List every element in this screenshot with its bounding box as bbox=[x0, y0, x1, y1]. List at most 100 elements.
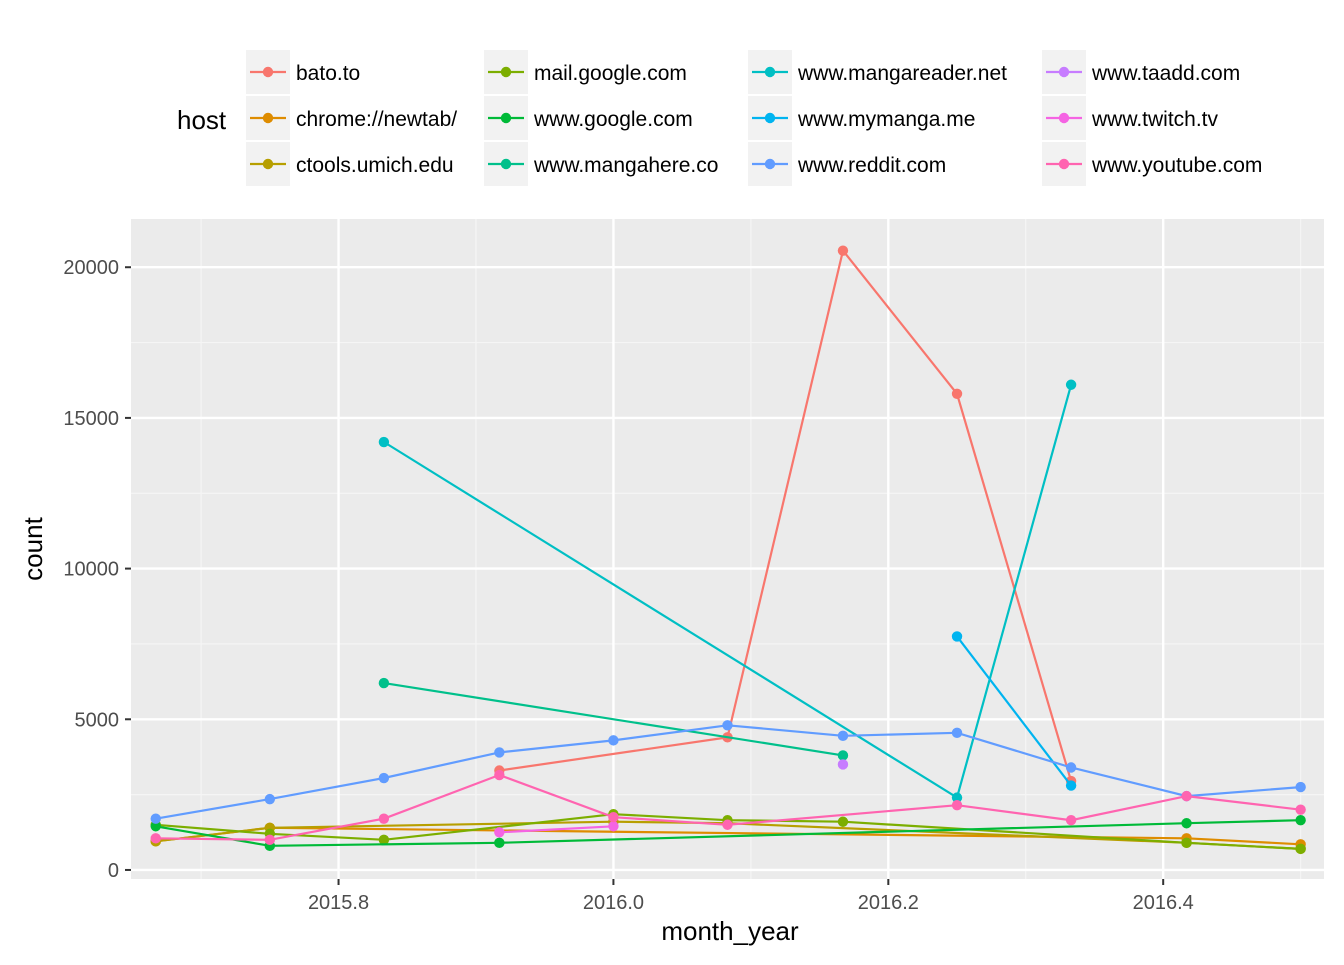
data-point bbox=[1065, 762, 1077, 773]
legend-key-point bbox=[500, 112, 512, 124]
x-tick-label: 2016.2 bbox=[858, 892, 919, 914]
legend-item: www.google.com bbox=[484, 96, 693, 140]
data-point bbox=[150, 833, 161, 844]
series-www-youtube-com bbox=[150, 769, 1306, 846]
data-point bbox=[1065, 815, 1077, 826]
data-point bbox=[494, 747, 505, 758]
legend-label: www.mangahere.co bbox=[533, 154, 718, 177]
data-point bbox=[1295, 781, 1306, 793]
data-point bbox=[722, 720, 733, 731]
plot-panel bbox=[131, 219, 1324, 879]
data-point bbox=[494, 827, 505, 838]
x-tick-label: 2016.0 bbox=[583, 892, 644, 914]
y-tick-label: 5000 bbox=[75, 709, 120, 731]
series-www-twitch-tv bbox=[494, 821, 619, 838]
x-axis-label: month_year bbox=[661, 916, 799, 946]
legend-key-point bbox=[262, 66, 274, 78]
data-point bbox=[378, 677, 390, 689]
data-point bbox=[608, 812, 619, 823]
data-point bbox=[951, 388, 963, 399]
legend-label: ctools.umich.edu bbox=[296, 154, 454, 177]
series-www-mangahere-co bbox=[378, 677, 849, 761]
y-tick-label: 20000 bbox=[63, 257, 119, 279]
series-line bbox=[155, 813, 1301, 850]
legend-key-point bbox=[1058, 66, 1070, 78]
legend-key-point bbox=[1058, 112, 1070, 124]
legend-item: mail.google.com bbox=[484, 50, 687, 94]
series-www-taadd-com bbox=[837, 759, 849, 770]
data-point bbox=[722, 819, 733, 830]
series-line bbox=[499, 825, 614, 834]
legend-item: www.mymanga.me bbox=[748, 96, 975, 140]
data-point bbox=[1065, 379, 1077, 390]
data-point bbox=[1065, 780, 1077, 791]
legend-label: www.mymanga.me bbox=[797, 108, 975, 131]
data-point bbox=[378, 834, 390, 846]
legend: host bato.to chrome://newtab/ctools.umich… bbox=[177, 50, 1262, 186]
y-tick-label: 10000 bbox=[63, 559, 119, 581]
x-tick-label: 2016.4 bbox=[1133, 892, 1194, 914]
data-point bbox=[837, 750, 849, 761]
legend-item: www.taadd.com bbox=[1042, 50, 1240, 94]
data-point bbox=[264, 793, 276, 805]
data-point bbox=[837, 759, 849, 770]
axes: 2015.8 2016.0 2016.2 2016.4 0 5000 10000 15000 2… bbox=[63, 257, 1193, 914]
legend-item: www.twitch.tv bbox=[1042, 96, 1219, 140]
legend-item: bato.to bbox=[246, 50, 360, 94]
legend-key-point bbox=[500, 66, 512, 78]
legend-item: www.reddit.com bbox=[748, 142, 946, 186]
data-point bbox=[150, 821, 161, 832]
legend-label: chrome://newtab/ bbox=[296, 108, 457, 131]
data-point bbox=[1295, 804, 1306, 815]
legend-key-point bbox=[1058, 158, 1070, 170]
data-point bbox=[494, 769, 505, 781]
grid bbox=[131, 219, 1324, 879]
legend-label: www.taadd.com bbox=[1091, 62, 1240, 85]
legend-item: www.mangahere.co bbox=[484, 142, 718, 186]
y-tick-label: 15000 bbox=[63, 408, 119, 430]
legend-key-point bbox=[764, 112, 776, 124]
data-point bbox=[951, 799, 963, 811]
data-point bbox=[378, 813, 390, 824]
y-tick-label: 0 bbox=[108, 860, 119, 882]
legend-label: mail.google.com bbox=[534, 62, 687, 85]
data-point bbox=[608, 821, 619, 832]
data-point bbox=[837, 730, 849, 742]
legend-label: www.twitch.tv bbox=[1091, 108, 1219, 131]
legend-item: www.youtube.com bbox=[1042, 142, 1262, 186]
data-point bbox=[1181, 790, 1192, 802]
legend-key-point bbox=[262, 112, 274, 124]
data-point bbox=[1295, 843, 1306, 855]
data-point bbox=[608, 735, 619, 746]
legend-label: www.mangareader.net bbox=[797, 62, 1007, 85]
legend-key-point bbox=[500, 158, 512, 170]
legend-label: www.reddit.com bbox=[797, 154, 946, 177]
legend-key-point bbox=[764, 66, 776, 78]
data-point bbox=[150, 813, 161, 824]
legend-key-point bbox=[764, 158, 776, 170]
data-point bbox=[951, 727, 963, 739]
y-axis-label: count bbox=[18, 516, 48, 580]
legend-label: bato.to bbox=[296, 62, 360, 85]
series-line bbox=[383, 682, 844, 757]
legend-item: chrome://newtab/ bbox=[246, 96, 457, 140]
data-point bbox=[1181, 818, 1192, 829]
series-line bbox=[155, 773, 1301, 841]
series-layer bbox=[150, 245, 1306, 855]
legend-label: www.google.com bbox=[533, 108, 693, 131]
data-point bbox=[264, 834, 276, 846]
series-www-mangareader-net bbox=[378, 379, 1077, 803]
legend-title: host bbox=[177, 105, 227, 135]
data-point bbox=[951, 631, 963, 642]
x-tick-label: 2015.8 bbox=[308, 892, 369, 914]
legend-item: ctools.umich.edu bbox=[246, 142, 454, 186]
data-point bbox=[837, 245, 849, 256]
data-point bbox=[1181, 837, 1192, 849]
legend-label: www.youtube.com bbox=[1091, 154, 1262, 177]
data-point bbox=[378, 436, 390, 448]
legend-key-point bbox=[262, 158, 274, 170]
data-point bbox=[494, 837, 505, 849]
data-point bbox=[378, 772, 390, 784]
